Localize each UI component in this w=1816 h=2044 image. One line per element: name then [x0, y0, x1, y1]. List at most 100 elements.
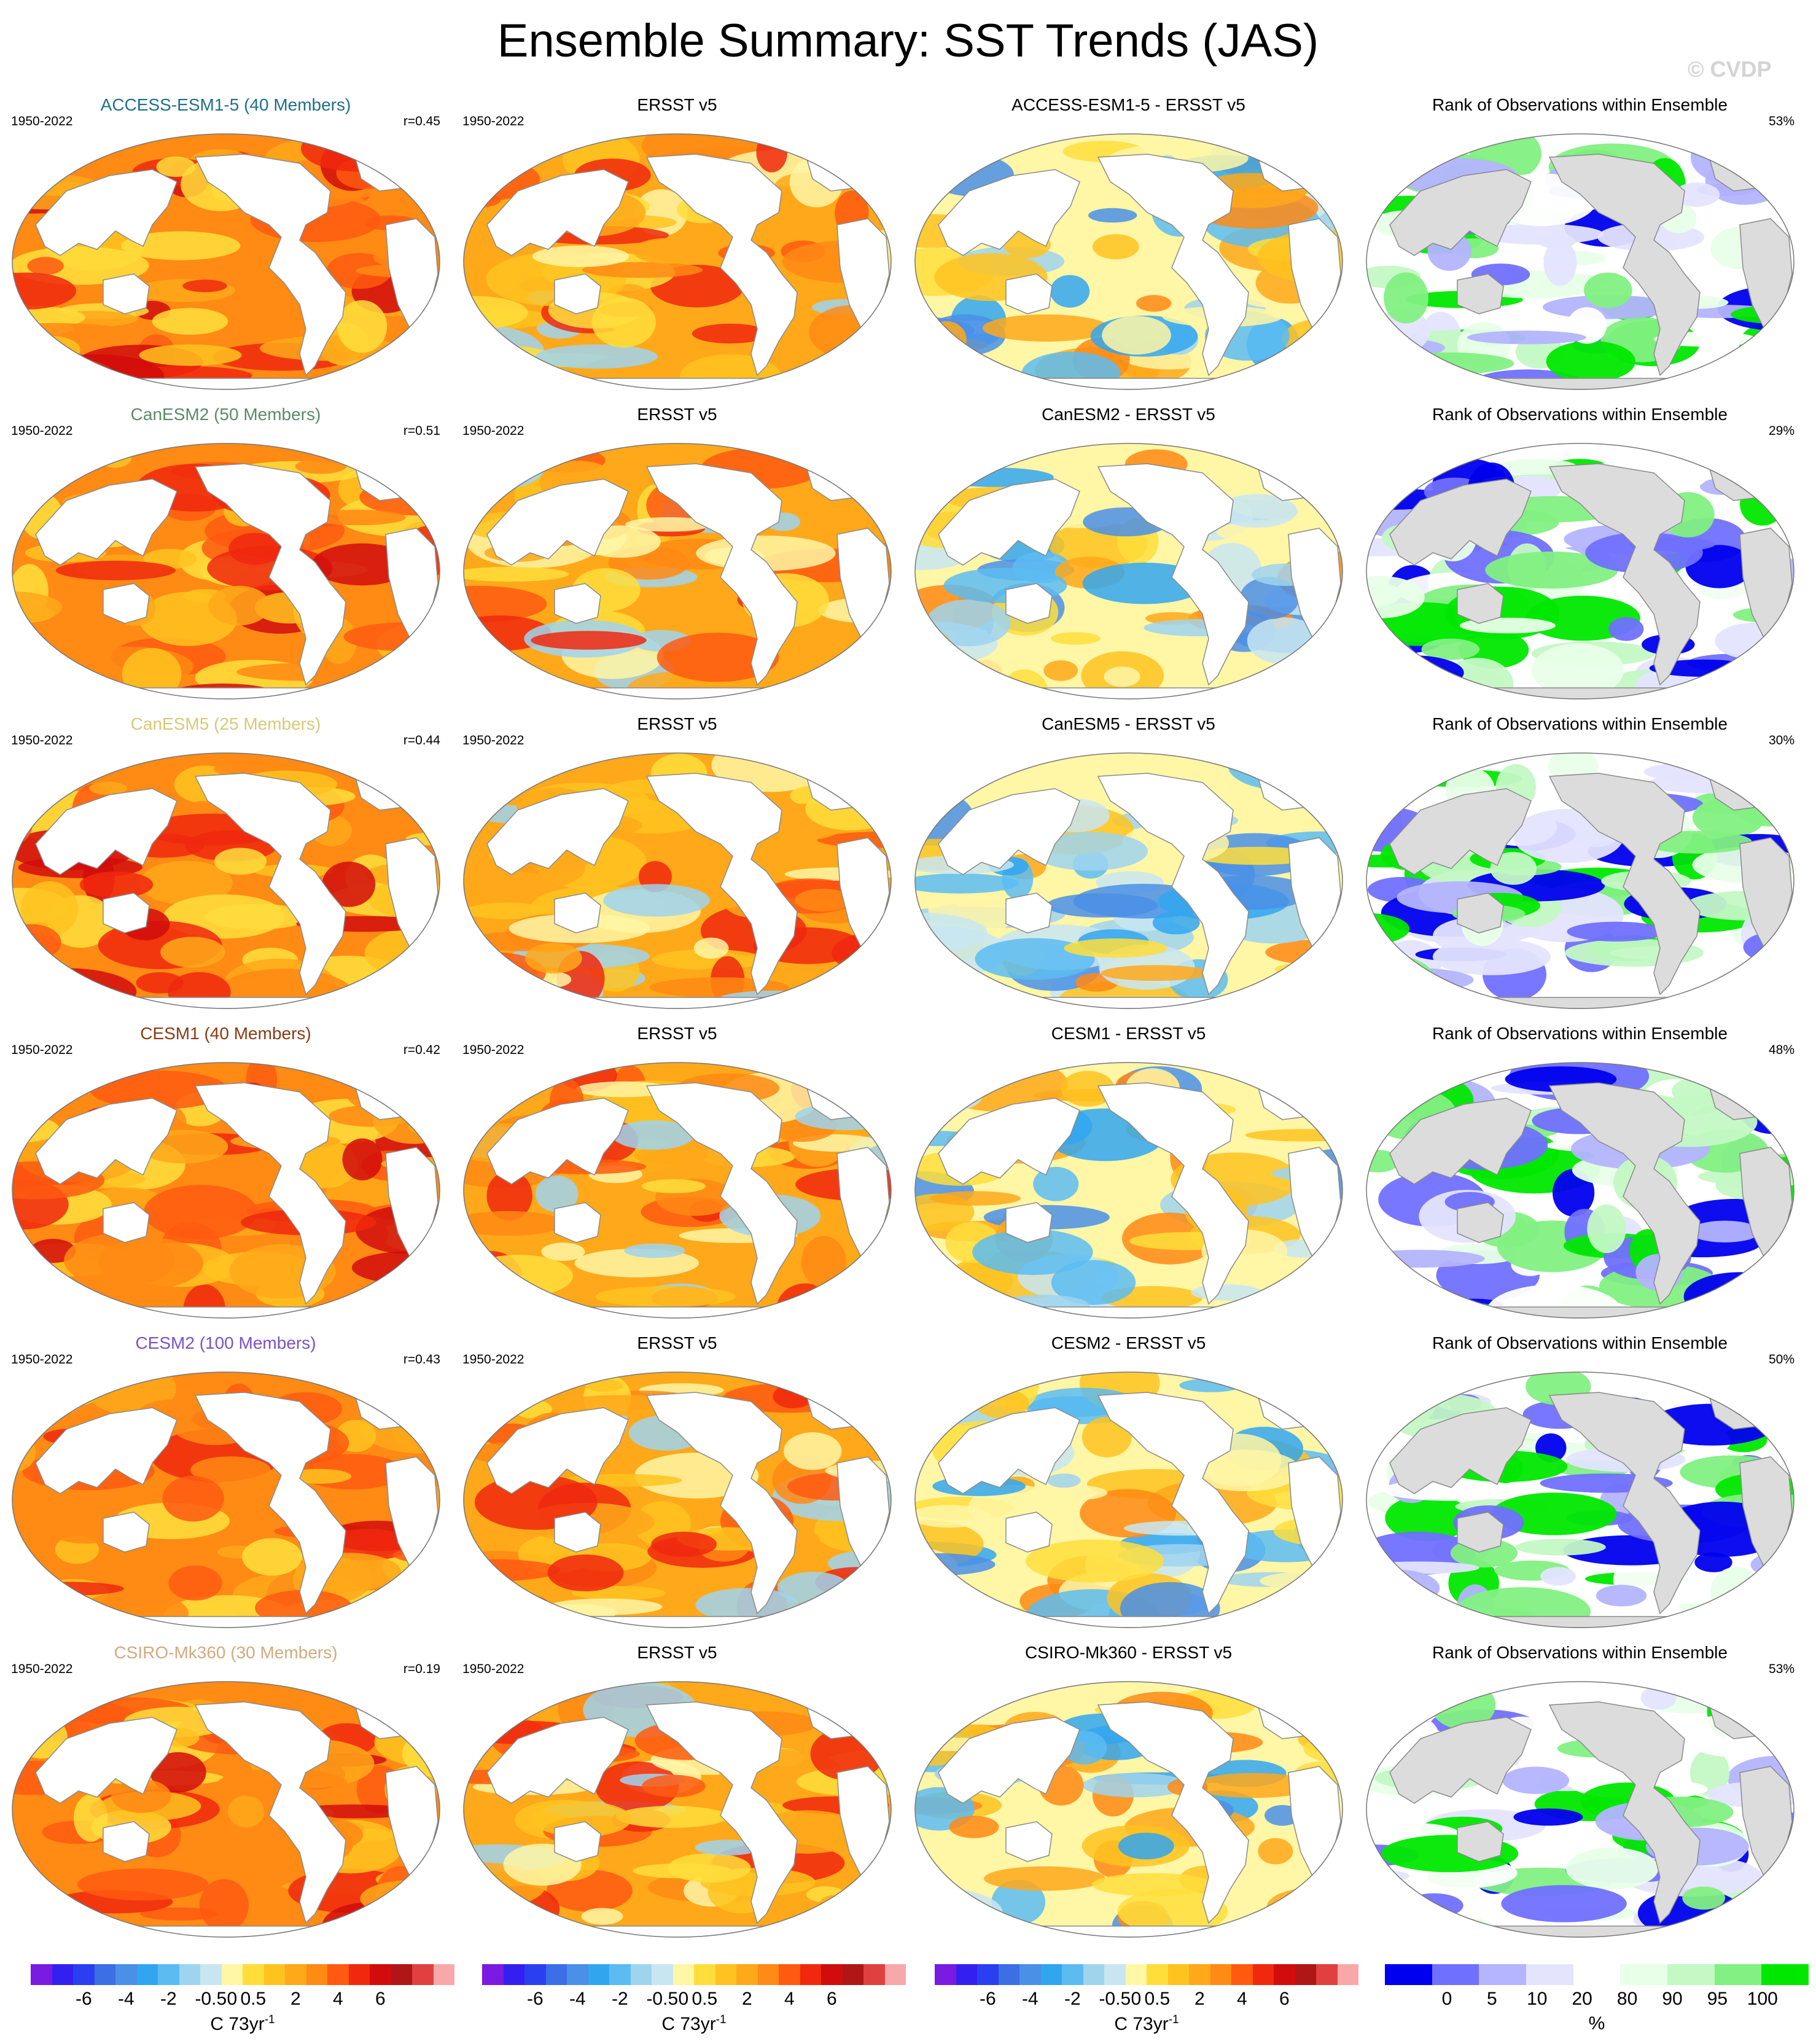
field-patch — [1279, 979, 1338, 1000]
colorbar-swatch — [263, 1964, 285, 1985]
field-patch — [322, 861, 376, 907]
map-observations — [463, 443, 892, 700]
colorbar-tick-label: -0.5 — [1099, 1989, 1131, 2009]
land-mass — [194, 154, 346, 376]
land-mass — [938, 788, 1080, 875]
obs-title: ERSST v5 — [637, 1024, 717, 1043]
field-patch — [1516, 1539, 1606, 1556]
correlation-label: r=0.43 — [403, 1352, 440, 1367]
land-mass — [554, 1821, 601, 1862]
map-model_minus_observations — [914, 1371, 1343, 1628]
field-patch — [1192, 1773, 1315, 1798]
field-patch — [1467, 330, 1586, 345]
field-patch — [784, 1432, 842, 1470]
field-patch — [1117, 1889, 1228, 1934]
field-patch — [1432, 938, 1551, 975]
colorbar-swatch — [1573, 1964, 1621, 1985]
colorbar-swatch — [348, 1964, 370, 1985]
field-patch — [152, 308, 228, 335]
panel-observations: ERSST v5 1950-2022 — [451, 91, 903, 398]
field-patch — [801, 684, 870, 699]
land-mass — [103, 1512, 150, 1553]
field-patch — [1088, 208, 1137, 223]
period-label: 1950-2022 — [11, 1043, 73, 1057]
colorbar-swatch — [1274, 1964, 1295, 1985]
colorbar-swatch — [306, 1964, 327, 1985]
field-patch — [168, 1566, 222, 1601]
colorbar-swatches — [1385, 1964, 1809, 1985]
field-patch — [1384, 272, 1428, 324]
map-border — [12, 1062, 440, 1319]
colorbar-swatch — [736, 1964, 758, 1985]
field-patch — [308, 509, 406, 526]
land-mass — [986, 378, 1271, 389]
trend-colorbar-col3: -6 -4 -2 -0.5 0 0.5 2 4 6 C 73yr-1 — [935, 1964, 1358, 2038]
panel-model_minus_observations: CESM1 - ERSST v5 — [903, 1020, 1354, 1327]
colorbar-ticks: 0 5 10 20 80 90 95 100 — [1385, 1989, 1809, 2011]
colorbar-swatches — [482, 1964, 906, 1985]
field-patch — [464, 321, 492, 349]
panel-rank: Rank of Observations within Ensemble 30% — [1354, 710, 1806, 1017]
map-model_ensemble_mean — [12, 133, 440, 390]
field-patch — [695, 1588, 799, 1622]
field-patch — [90, 1071, 228, 1109]
field-patch — [984, 1866, 1105, 1891]
field-patch — [27, 257, 64, 275]
colorbar-tick-label: 90 — [1662, 1989, 1683, 2009]
colorbar-swatch — [842, 1964, 863, 1985]
map-border — [1366, 443, 1795, 700]
map-rank — [1366, 752, 1795, 1009]
land-mass — [486, 1717, 629, 1804]
colorbar-tick-label: 5 — [1487, 1989, 1497, 2009]
map-border — [914, 1371, 1343, 1628]
colorbar-swatch — [1019, 1964, 1041, 1985]
field-patch — [921, 784, 959, 811]
field-patch — [1402, 673, 1456, 692]
land-mass — [645, 773, 798, 996]
map-border — [1366, 752, 1795, 1009]
field-patch — [1230, 679, 1327, 699]
colorbar-ticks: -6 -4 -2 -0.5 0 0.5 2 4 6 — [31, 1989, 454, 2011]
colorbar-tick-label: 4 — [1236, 1989, 1247, 2009]
colorbar-tick-label: 0.5 — [240, 1989, 267, 2009]
map-model_minus_observations — [914, 133, 1343, 390]
field-patch — [1485, 552, 1618, 589]
colorbar-tick-label: -0.5 — [195, 1989, 227, 2009]
field-patch — [89, 781, 127, 795]
map-rank — [1366, 133, 1795, 390]
field-patch — [624, 1243, 685, 1258]
map-border — [12, 133, 440, 390]
land-mass — [103, 583, 150, 624]
field-patch — [1092, 1873, 1213, 1897]
colorbar-swatch — [115, 1964, 137, 1985]
period-label: 1950-2022 — [11, 1662, 73, 1676]
land-mass — [1097, 1392, 1249, 1615]
colorbar-swatch — [524, 1964, 546, 1985]
field-patch — [641, 1179, 706, 1193]
field-patch — [668, 1853, 751, 1882]
field-patch — [12, 1606, 102, 1623]
field-patch — [182, 279, 227, 292]
land-mass — [1097, 1701, 1249, 1924]
period-label: 1950-2022 — [462, 1662, 524, 1676]
land-mass — [35, 478, 177, 566]
field-patch — [525, 943, 582, 973]
map-border — [914, 443, 1343, 700]
field-patch — [1315, 1720, 1343, 1748]
land-mass — [1438, 1925, 1723, 1937]
land-mass — [535, 997, 820, 1008]
field-patch — [1136, 295, 1172, 312]
field-patch — [322, 1529, 413, 1561]
field-patch — [481, 966, 528, 1008]
rank-title: Rank of Observations within Ensemble — [1432, 1333, 1728, 1352]
land-mass — [1548, 1082, 1701, 1305]
field-layer — [1366, 443, 1794, 699]
colorbar-tick-label: 6 — [826, 1989, 837, 2009]
field-patch — [1032, 832, 1148, 871]
field-patch — [13, 1284, 58, 1316]
land-mass — [554, 1512, 601, 1553]
field-patch — [1705, 148, 1794, 166]
land-mass — [1457, 273, 1504, 314]
land-mass — [1548, 1701, 1701, 1924]
map-observations — [463, 1062, 892, 1319]
